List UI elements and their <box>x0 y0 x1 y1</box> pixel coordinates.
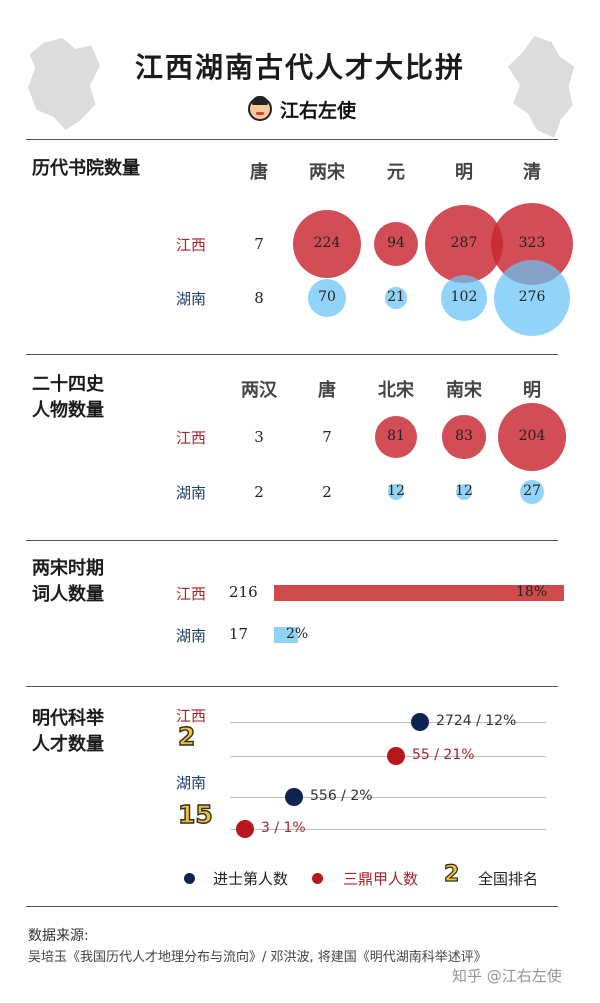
data-bubble <box>519 479 545 505</box>
plain-value: 2 <box>322 483 332 501</box>
bubble-value-label: 21 <box>387 289 405 305</box>
track-line <box>230 722 546 723</box>
track-line <box>230 829 546 830</box>
dot-value-label: 55 / 21% <box>412 747 475 763</box>
plain-value: 2 <box>254 483 264 501</box>
data-bubble <box>373 221 419 267</box>
brand-name: 江右左使 <box>280 99 357 122</box>
legend-rank-sample: 2 <box>443 861 460 887</box>
bar-percent-label: 2% <box>286 626 309 642</box>
divider <box>26 686 558 687</box>
divider <box>26 139 558 140</box>
dot-value-label: 2724 / 12% <box>436 713 517 729</box>
data-bubble <box>387 483 405 501</box>
row-label: 湖南 <box>176 774 207 792</box>
column-header: 明 <box>523 380 541 401</box>
data-dot <box>387 747 405 765</box>
row-label: 江西 <box>176 429 207 447</box>
data-bubble <box>385 287 407 309</box>
legend-dingjia-marker <box>312 873 323 884</box>
data-dot <box>285 788 303 806</box>
row-label: 湖南 <box>176 627 207 645</box>
section-title-history-figures: 二十四史 人物数量 <box>32 374 104 421</box>
data-bubble <box>292 209 362 279</box>
bubble-value-label: 224 <box>313 235 341 251</box>
bubble-value-label: 94 <box>387 235 405 251</box>
dot-value-label: 556 / 2% <box>310 788 373 804</box>
legend-rank-label: 全国排名 <box>478 870 539 888</box>
column-header: 唐 <box>318 380 336 401</box>
column-header: 南宋 <box>446 380 482 401</box>
bubble-value-label: 323 <box>518 235 546 251</box>
plain-value: 8 <box>254 289 264 307</box>
section-title-poets: 两宋时期 词人数量 <box>32 558 104 605</box>
column-header: 两宋 <box>309 162 345 183</box>
bubble-value-label: 287 <box>450 235 478 251</box>
column-header: 明 <box>455 162 473 183</box>
national-rank: 2 <box>177 721 196 751</box>
data-bubble <box>374 415 418 459</box>
data-bar <box>274 627 298 643</box>
avatar-icon <box>248 96 272 121</box>
plain-value: 3 <box>254 428 264 446</box>
plain-value: 7 <box>254 235 264 253</box>
national-rank: 15 <box>177 799 213 829</box>
divider <box>26 540 558 541</box>
bubble-value-label: 81 <box>387 428 405 444</box>
data-bubble <box>440 274 488 322</box>
data-dot <box>236 820 254 838</box>
bar-value-label: 17 <box>229 625 249 643</box>
page-title: 江西湖南古代人才大比拼 <box>134 51 465 84</box>
legend-dingjia-label: 三鼎甲人数 <box>343 870 419 888</box>
bar-percent-label: 18% <box>516 584 548 600</box>
row-label: 江西 <box>176 585 207 603</box>
section-title-exams: 明代科举 人才数量 <box>32 708 104 755</box>
row-label: 江西 <box>176 236 207 254</box>
bubble-value-label: 102 <box>450 289 478 305</box>
legend-jinshi-label: 进士第人数 <box>213 870 289 888</box>
data-bubble <box>455 483 473 501</box>
data-bubble <box>493 259 571 337</box>
data-bar <box>274 585 564 601</box>
column-header: 清 <box>523 162 541 183</box>
data-bubble <box>307 278 347 318</box>
bubble-value-label: 83 <box>455 428 473 444</box>
bubble-value-label: 12 <box>387 483 405 499</box>
section-title-academies: 历代书院数量 <box>32 158 140 179</box>
row-label: 湖南 <box>176 484 207 502</box>
bubble-value-label: 27 <box>523 483 541 499</box>
bubble-value-label: 12 <box>455 483 473 499</box>
data-bubble <box>498 403 566 471</box>
source-text: 吴培玉《我国历代人才地理分布与流向》/ 邓洪波, 将建国《明代湖南科举述评》 <box>28 950 487 965</box>
legend-jinshi-marker <box>184 873 195 884</box>
column-header: 北宋 <box>378 380 414 401</box>
column-header: 唐 <box>250 162 268 183</box>
divider <box>26 906 558 907</box>
watermark: 知乎 @江右左使 <box>452 967 562 985</box>
bubble-value-label: 204 <box>518 428 546 444</box>
data-bubble <box>442 415 486 459</box>
plain-value: 7 <box>322 428 332 446</box>
brand: 江右左使 <box>248 94 356 124</box>
column-header: 元 <box>387 162 405 183</box>
bubble-value-label: 70 <box>318 289 336 305</box>
data-dot <box>411 713 429 731</box>
bar-value-label: 216 <box>229 583 258 601</box>
row-label: 湖南 <box>176 290 207 308</box>
bubble-value-label: 276 <box>518 289 546 305</box>
row-label: 江西 <box>176 707 207 725</box>
dot-value-label: 3 / 1% <box>261 820 306 836</box>
source-title: 数据来源: <box>28 928 89 944</box>
divider <box>26 354 558 355</box>
column-header: 两汉 <box>241 380 277 401</box>
data-bubble <box>425 205 503 283</box>
track-line <box>230 797 546 798</box>
